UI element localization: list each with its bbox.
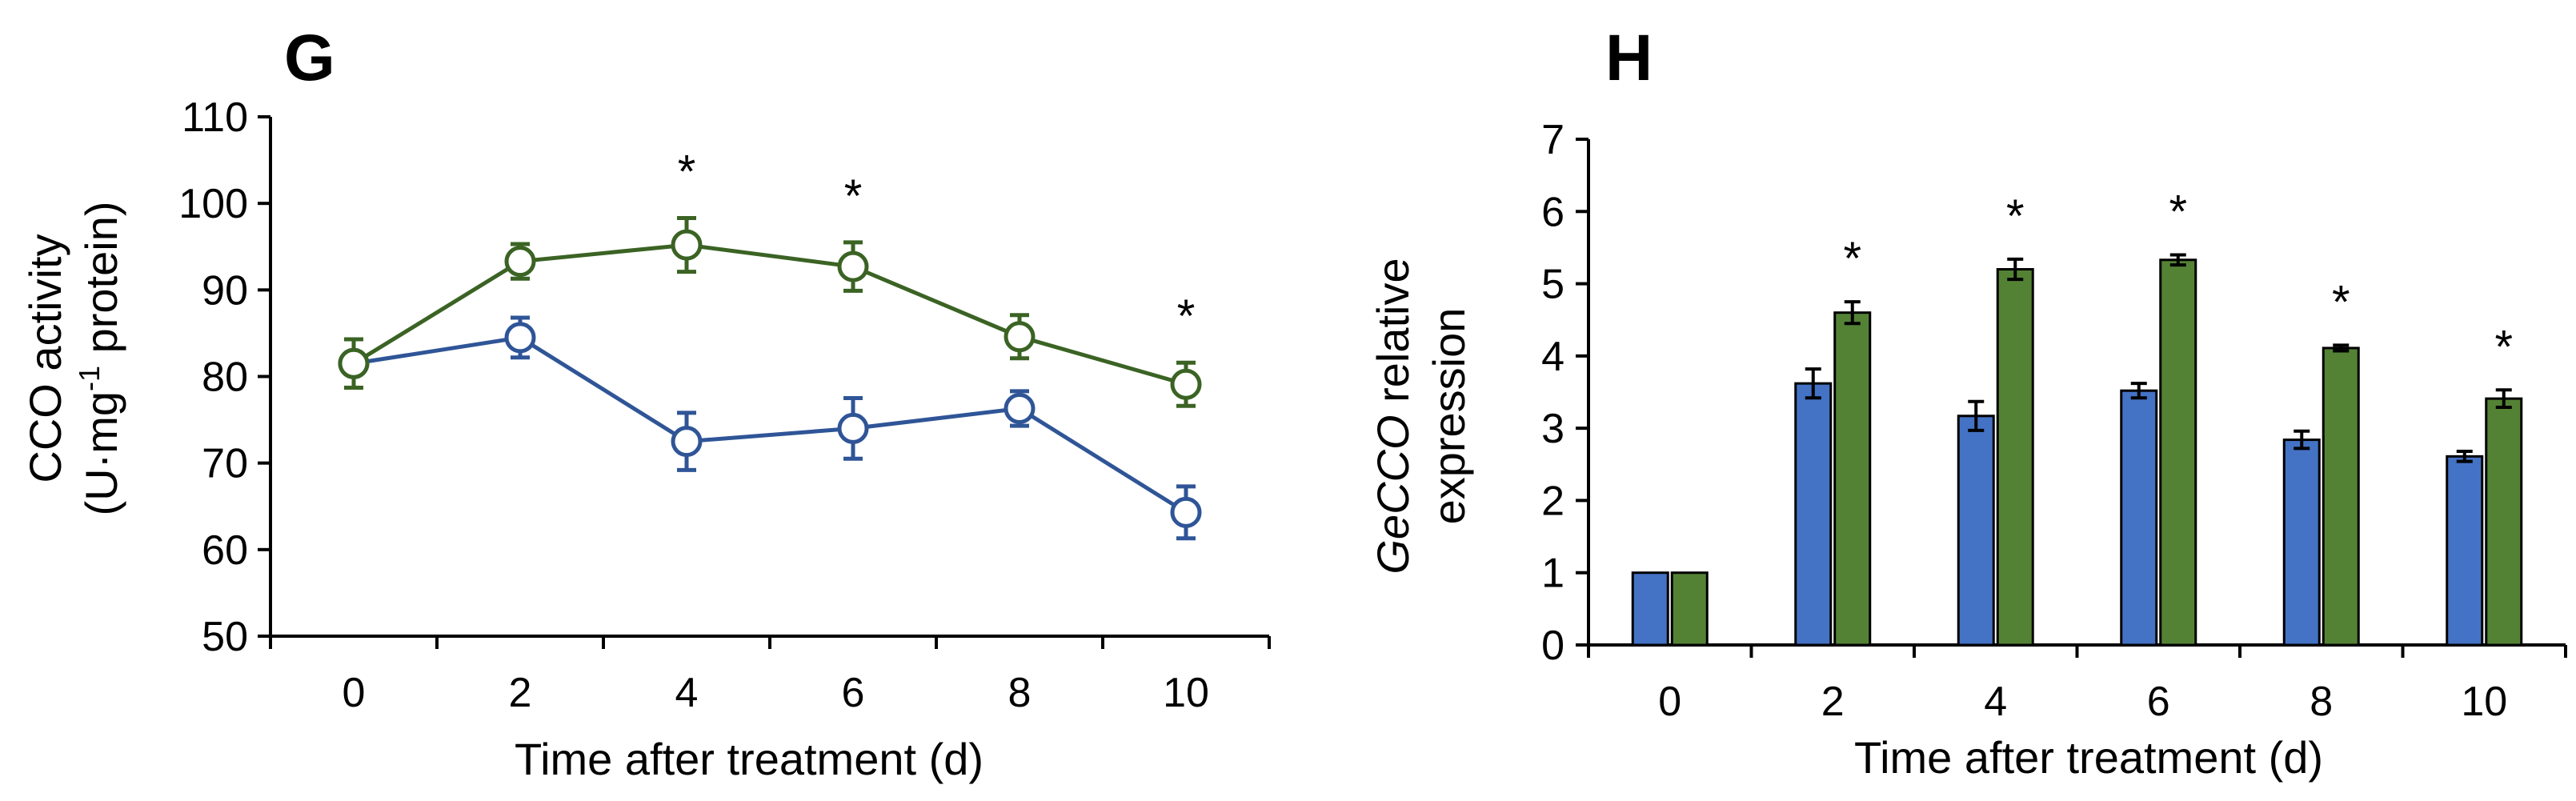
chart-h-x-tick-label: 4 [1984,679,2007,725]
chart-h-y-tick-label: 0 [1541,623,1564,669]
chart-h-y-tick-label: 1 [1541,551,1564,597]
chart-g-point-green [504,246,536,278]
chart-h-significance-marker: * [2494,321,2513,373]
chart-h-significance-marker: * [2332,276,2350,328]
chart-h-y-tick-label: 7 [1541,117,1564,163]
chart-g-x-tick-label: 0 [343,670,366,716]
chart-g-point-green [837,250,869,282]
chart-h-marks: * * * * * [1631,186,2523,647]
chart-g-significance-marker: * [1177,290,1196,342]
chart-g-ylabel-line2: (U·mg-1 protein) [73,202,126,516]
chart-h-error-bar-green [2007,257,2024,282]
chart-g-x-tick-label: 2 [509,670,532,716]
chart-h-significance-marker: * [2169,186,2187,238]
chart-g-ylabel-exponent: -1 [73,366,106,391]
chart-g-series-line-green [352,242,1187,386]
chart-h-xlabel: Time after treatment (d) [1854,732,2323,783]
chart-g-point-blue [837,412,869,444]
chart-h-x-tick-label: 10 [2461,679,2507,725]
chart-h-x-tick-label: 8 [2310,679,2333,725]
chart-g-x-tick-label: 8 [1008,670,1032,716]
chart-g-y-tick-label: 90 [202,267,248,314]
chart-g-point-blue [504,322,536,354]
chart-h-significance-marker: * [2006,190,2025,242]
chart-h-y-tick-label: 2 [1541,478,1564,524]
chart-h-bar-blue [2120,389,2158,647]
chart-h-axes: 0 1 2 3 4 5 6 7 0 2 4 6 8 10 [1541,117,2567,725]
chart-h-bar-green [2159,258,2197,647]
chart-g-y-tick-label: 50 [202,614,248,660]
chart-g-significance-marker: * [844,170,863,222]
chart-g-point-green [338,347,370,379]
chart-h-error-bar-green [2333,343,2350,353]
chart-g-point-blue [1170,496,1202,528]
chart-g-axes: 50 60 70 80 90 100 110 0 2 4 6 8 10 [178,94,1271,716]
chart-h-error-bar-blue [2294,429,2310,451]
chart-g-y-tick-label: 80 [202,354,248,401]
chart-h-x-tick-label: 6 [2147,679,2170,725]
chart-g-ylabel-line1: CCO activity [20,234,70,483]
chart-g: G 50 60 70 80 90 100 110 0 2 4 6 8 10 * * * Time after… [20,22,1271,784]
chart-h-error-bar-blue [1805,367,1821,400]
panel-label-h: H [1605,22,1653,94]
chart-h-bar-blue [2282,439,2321,647]
chart-h-y-tick-label: 3 [1541,406,1564,452]
chart-g-significance-marker: * [678,146,696,198]
chart-h-significance-marker: * [1843,233,1861,285]
chart-h-y-tick-label: 6 [1541,189,1564,235]
chart-h-bar-blue [1957,415,1995,647]
chart-h-ylabel-line2: expression [1424,308,1474,525]
chart-h-bar-blue [1631,571,1669,647]
chart-h-error-bar-green [2169,253,2186,267]
chart-h-x-tick-label: 0 [1658,679,1681,725]
chart-h-error-bar-blue [1968,399,1985,432]
chart-g-x-tick-label: 4 [675,670,699,716]
chart-h-x-tick-label: 2 [1821,679,1845,725]
chart-h-bar-blue [2446,455,2484,647]
chart-h-error-bar-green [2495,388,2512,409]
chart-g-point-green [1170,368,1202,400]
chart-g-marks: * * * [338,146,1202,541]
chart-h-ylabel-line1: GeCCO relative [1368,258,1418,574]
chart-g-point-blue [1004,393,1036,425]
chart-g-x-tick-label: 6 [842,670,865,716]
chart-g-y-tick-label: 100 [178,181,248,227]
chart-h-error-bar-blue [2456,450,2473,463]
chart-g-point-green [671,229,703,261]
chart-g-ylabel-rest: protein) [76,202,126,366]
chart-h-bar-green [1670,571,1709,647]
chart-h-ylabel-rest: relative [1368,258,1418,415]
chart-g-y-tick-label: 110 [182,94,248,141]
chart-h-error-bar-green [1844,300,1861,326]
chart-h: H 0 1 2 3 4 5 6 7 0 2 4 6 8 10 * * * * * Time after treat… [1368,22,2567,783]
chart-g-series-line-blue [353,335,1188,515]
chart-g-point-green [1004,321,1036,353]
chart-h-y-tick-label: 4 [1541,334,1564,380]
chart-h-error-bar-blue [2130,382,2147,400]
chart-h-y-tick-label: 5 [1541,262,1564,308]
chart-h-bar-blue [1794,382,1833,647]
chart-h-bar-green [2485,397,2523,647]
panel-label-g: G [284,22,335,94]
chart-g-y-tick-label: 60 [202,527,248,574]
chart-g-y-tick-label: 70 [202,441,248,487]
chart-g-x-tick-label: 10 [1163,670,1209,716]
chart-h-bar-green [1996,268,2034,647]
chart-g-xlabel: Time after treatment (d) [515,734,984,784]
chart-h-bar-green [1833,311,1872,647]
chart-h-bar-green [2322,346,2360,647]
chart-g-point-blue [671,426,703,458]
chart-h-ylabel-gene: GeCCO [1368,415,1418,574]
chart-g-ylabel-unit: (U·mg [76,391,126,516]
